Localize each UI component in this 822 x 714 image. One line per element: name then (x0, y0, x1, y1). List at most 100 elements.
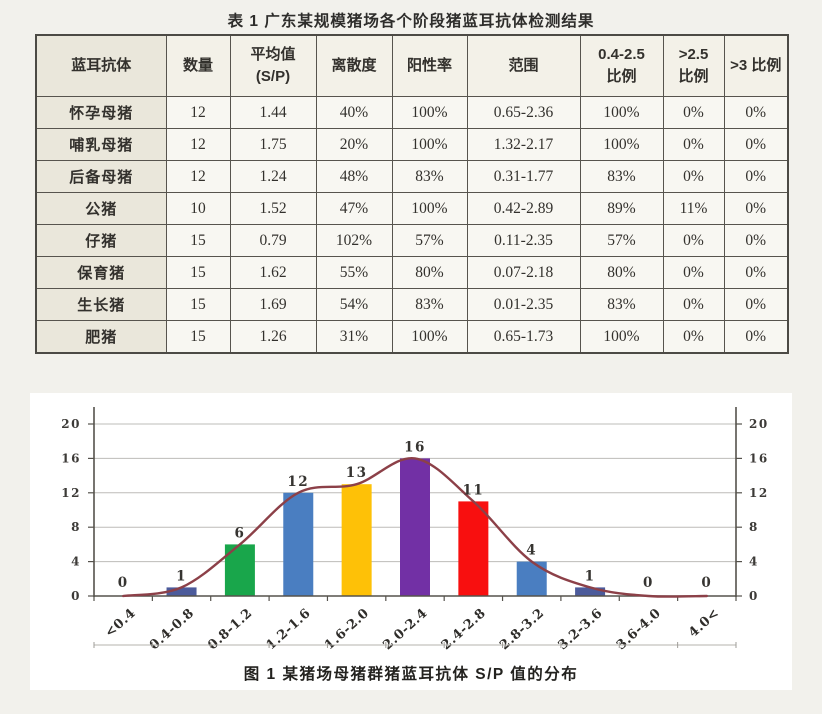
table-cell: 1.52 (229, 192, 317, 225)
table-cell: 0% (662, 256, 725, 289)
bar-1.6-2.0 (341, 484, 372, 596)
table-cell: 0.31-1.77 (466, 160, 581, 193)
table-cell: 0.65-2.36 (466, 96, 581, 129)
table-cell: 100% (391, 96, 468, 129)
bar-1.2-1.6 (283, 492, 314, 596)
column-header: 数量 (165, 34, 231, 97)
row-label: 怀孕母猪 (35, 96, 167, 129)
x-axis-label: 3.2-3.6 (555, 606, 605, 653)
table-title: 表 1 广东某规模猪场各个阶段猪蓝耳抗体检测结果 (227, 13, 595, 30)
table-cell: 12 (165, 128, 231, 161)
table-cell: 1.26 (229, 320, 317, 354)
row-label: 后备母猪 (35, 160, 167, 193)
table-cell: 0.65-1.73 (466, 320, 581, 354)
chart-panel: 0 0 4 4 8 8 12 12 16 16 20 20 0 1 6 12 13 16 11 4 1 0 0 <0.4 0.4… (30, 393, 792, 690)
table-cell: 102% (315, 224, 393, 257)
table-cell: 20% (315, 128, 393, 161)
table-cell: 15 (165, 288, 231, 321)
value-label: 4 (526, 543, 537, 559)
right-tick-label: 16 (749, 451, 769, 465)
table-cell: 1.69 (229, 288, 317, 321)
x-axis-label: 2.0-2.4 (380, 606, 430, 653)
table-cell: 15 (165, 256, 231, 289)
table-cell: 0% (723, 192, 789, 225)
value-label: 1 (585, 568, 596, 584)
value-label: 1 (176, 568, 187, 584)
left-tick-label: 4 (71, 555, 81, 569)
table-cell: 0.42-2.89 (466, 192, 581, 225)
table-cell: 1.24 (229, 160, 317, 193)
column-header: 平均值 (S/P) (229, 34, 317, 97)
table-cell: 0% (662, 320, 725, 354)
column-header: 范围 (466, 34, 581, 97)
value-label: 0 (643, 575, 654, 591)
table-cell: 15 (165, 320, 231, 354)
table-cell: 1.75 (229, 128, 317, 161)
table-cell: 47% (315, 192, 393, 225)
row-label: 生长猪 (35, 288, 167, 321)
table-cell: 48% (315, 160, 393, 193)
bar-2.0-2.4 (400, 458, 430, 596)
table-row: 保育猪 15 1.62 55% 80% 0.07-2.18 80% 0% 0% (35, 256, 789, 289)
table-cell: 100% (391, 128, 468, 161)
table-cell: 0% (662, 224, 725, 257)
value-label: 12 (287, 474, 309, 490)
table-cell: 0% (662, 96, 725, 129)
table-cell: 0% (662, 288, 725, 321)
x-axis-label: 0.4-0.8 (147, 606, 197, 653)
value-label: 0 (701, 575, 712, 591)
column-header: 阳性率 (391, 34, 468, 97)
table-cell: 0.11-2.35 (466, 224, 581, 257)
table-row: 生长猪 15 1.69 54% 83% 0.01-2.35 83% 0% 0% (35, 288, 789, 321)
table-cell: 80% (579, 256, 664, 289)
right-tick-label: 4 (749, 555, 759, 569)
table-cell: 83% (579, 160, 664, 193)
table-row: 肥猪 15 1.26 31% 100% 0.65-1.73 100% 0% 0% (35, 320, 789, 354)
value-label: 6 (234, 525, 245, 541)
x-axis-label: 0.8-1.2 (205, 606, 255, 653)
table-cell: 10 (165, 192, 231, 225)
value-label: 0 (118, 575, 129, 591)
row-label: 公猪 (35, 192, 167, 225)
table-cell: 0% (723, 288, 789, 321)
column-header: 蓝耳抗体 (35, 34, 167, 97)
table-cell: 0% (723, 320, 789, 354)
chart-caption: 图 1 某猪场母猪群猪蓝耳抗体 S/P 值的分布 (243, 666, 579, 683)
table-cell: 0.07-2.18 (466, 256, 581, 289)
table-cell: 12 (165, 160, 231, 193)
table-cell: 100% (579, 128, 664, 161)
table-row: 后备母猪 12 1.24 48% 83% 0.31-1.77 83% 0% 0% (35, 160, 789, 193)
antibody-results-table: 蓝耳抗体 数量 平均值 (S/P) 离散度 阳性率 范围 0.4-2.5 比例 >2.5 比例… (35, 34, 789, 354)
table-cell: 83% (391, 160, 468, 193)
x-axis-label: 1.6-2.0 (322, 606, 372, 653)
table-cell: 100% (579, 320, 664, 354)
table-cell: 100% (579, 96, 664, 129)
row-label: 肥猪 (35, 320, 167, 354)
table-cell: 100% (391, 192, 468, 225)
header-row: 蓝耳抗体 数量 平均值 (S/P) 离散度 阳性率 范围 0.4-2.5 比例 >2.5 比例… (35, 34, 789, 97)
bar-2.4-2.8 (458, 501, 489, 596)
table-cell: 40% (315, 96, 393, 129)
table-cell: 15 (165, 224, 231, 257)
table-cell: 12 (165, 96, 231, 129)
bar-2.8-3.2 (516, 561, 547, 596)
table-row: 仔猪 15 0.79 102% 57% 0.11-2.35 57% 0% 0% (35, 224, 789, 257)
bar-0.4-0.8 (166, 587, 197, 596)
table-cell: 1.44 (229, 96, 317, 129)
value-label: 13 (346, 465, 368, 481)
table-cell: 1.62 (229, 256, 317, 289)
table-cell: 0% (723, 256, 789, 289)
table-cell: 0% (723, 160, 789, 193)
value-label: 16 (404, 439, 426, 455)
table-cell: 0.01-2.35 (466, 288, 581, 321)
x-axis-label: 2.4-2.8 (439, 606, 489, 653)
x-axis-label: 2.8-3.2 (497, 606, 547, 653)
x-axis-label: 3.6-4.0 (614, 606, 664, 653)
right-tick-label: 12 (749, 486, 769, 500)
row-label: 保育猪 (35, 256, 167, 289)
column-header: >3 比例 (723, 34, 789, 97)
table-cell: 89% (579, 192, 664, 225)
table-cell: 83% (579, 288, 664, 321)
